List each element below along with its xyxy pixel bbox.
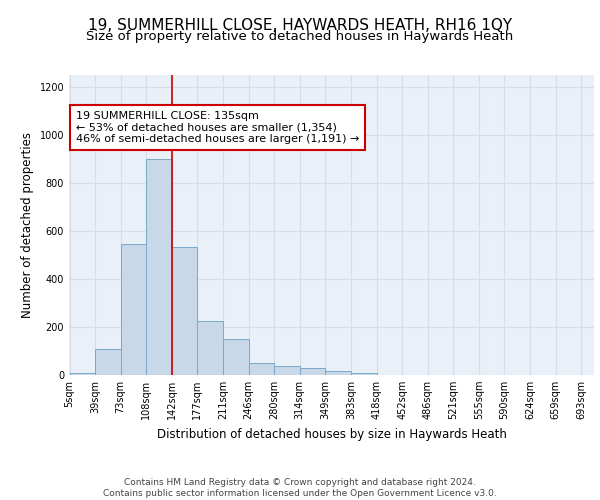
Text: 19, SUMMERHILL CLOSE, HAYWARDS HEATH, RH16 1QY: 19, SUMMERHILL CLOSE, HAYWARDS HEATH, RH… xyxy=(88,18,512,32)
Bar xyxy=(274,366,300,375)
Bar xyxy=(70,372,95,375)
Bar xyxy=(300,368,325,375)
Bar xyxy=(121,244,146,375)
Bar xyxy=(351,372,377,375)
Text: Contains HM Land Registry data © Crown copyright and database right 2024.
Contai: Contains HM Land Registry data © Crown c… xyxy=(103,478,497,498)
Bar xyxy=(248,362,274,375)
Bar xyxy=(197,321,223,375)
Y-axis label: Number of detached properties: Number of detached properties xyxy=(21,132,34,318)
Text: Size of property relative to detached houses in Haywards Heath: Size of property relative to detached ho… xyxy=(86,30,514,43)
Text: 19 SUMMERHILL CLOSE: 135sqm
← 53% of detached houses are smaller (1,354)
46% of : 19 SUMMERHILL CLOSE: 135sqm ← 53% of det… xyxy=(76,111,359,144)
Bar xyxy=(223,340,248,375)
Bar xyxy=(95,348,121,375)
Bar xyxy=(172,246,197,375)
Bar xyxy=(146,159,172,375)
Bar xyxy=(325,370,351,375)
X-axis label: Distribution of detached houses by size in Haywards Heath: Distribution of detached houses by size … xyxy=(157,428,506,440)
